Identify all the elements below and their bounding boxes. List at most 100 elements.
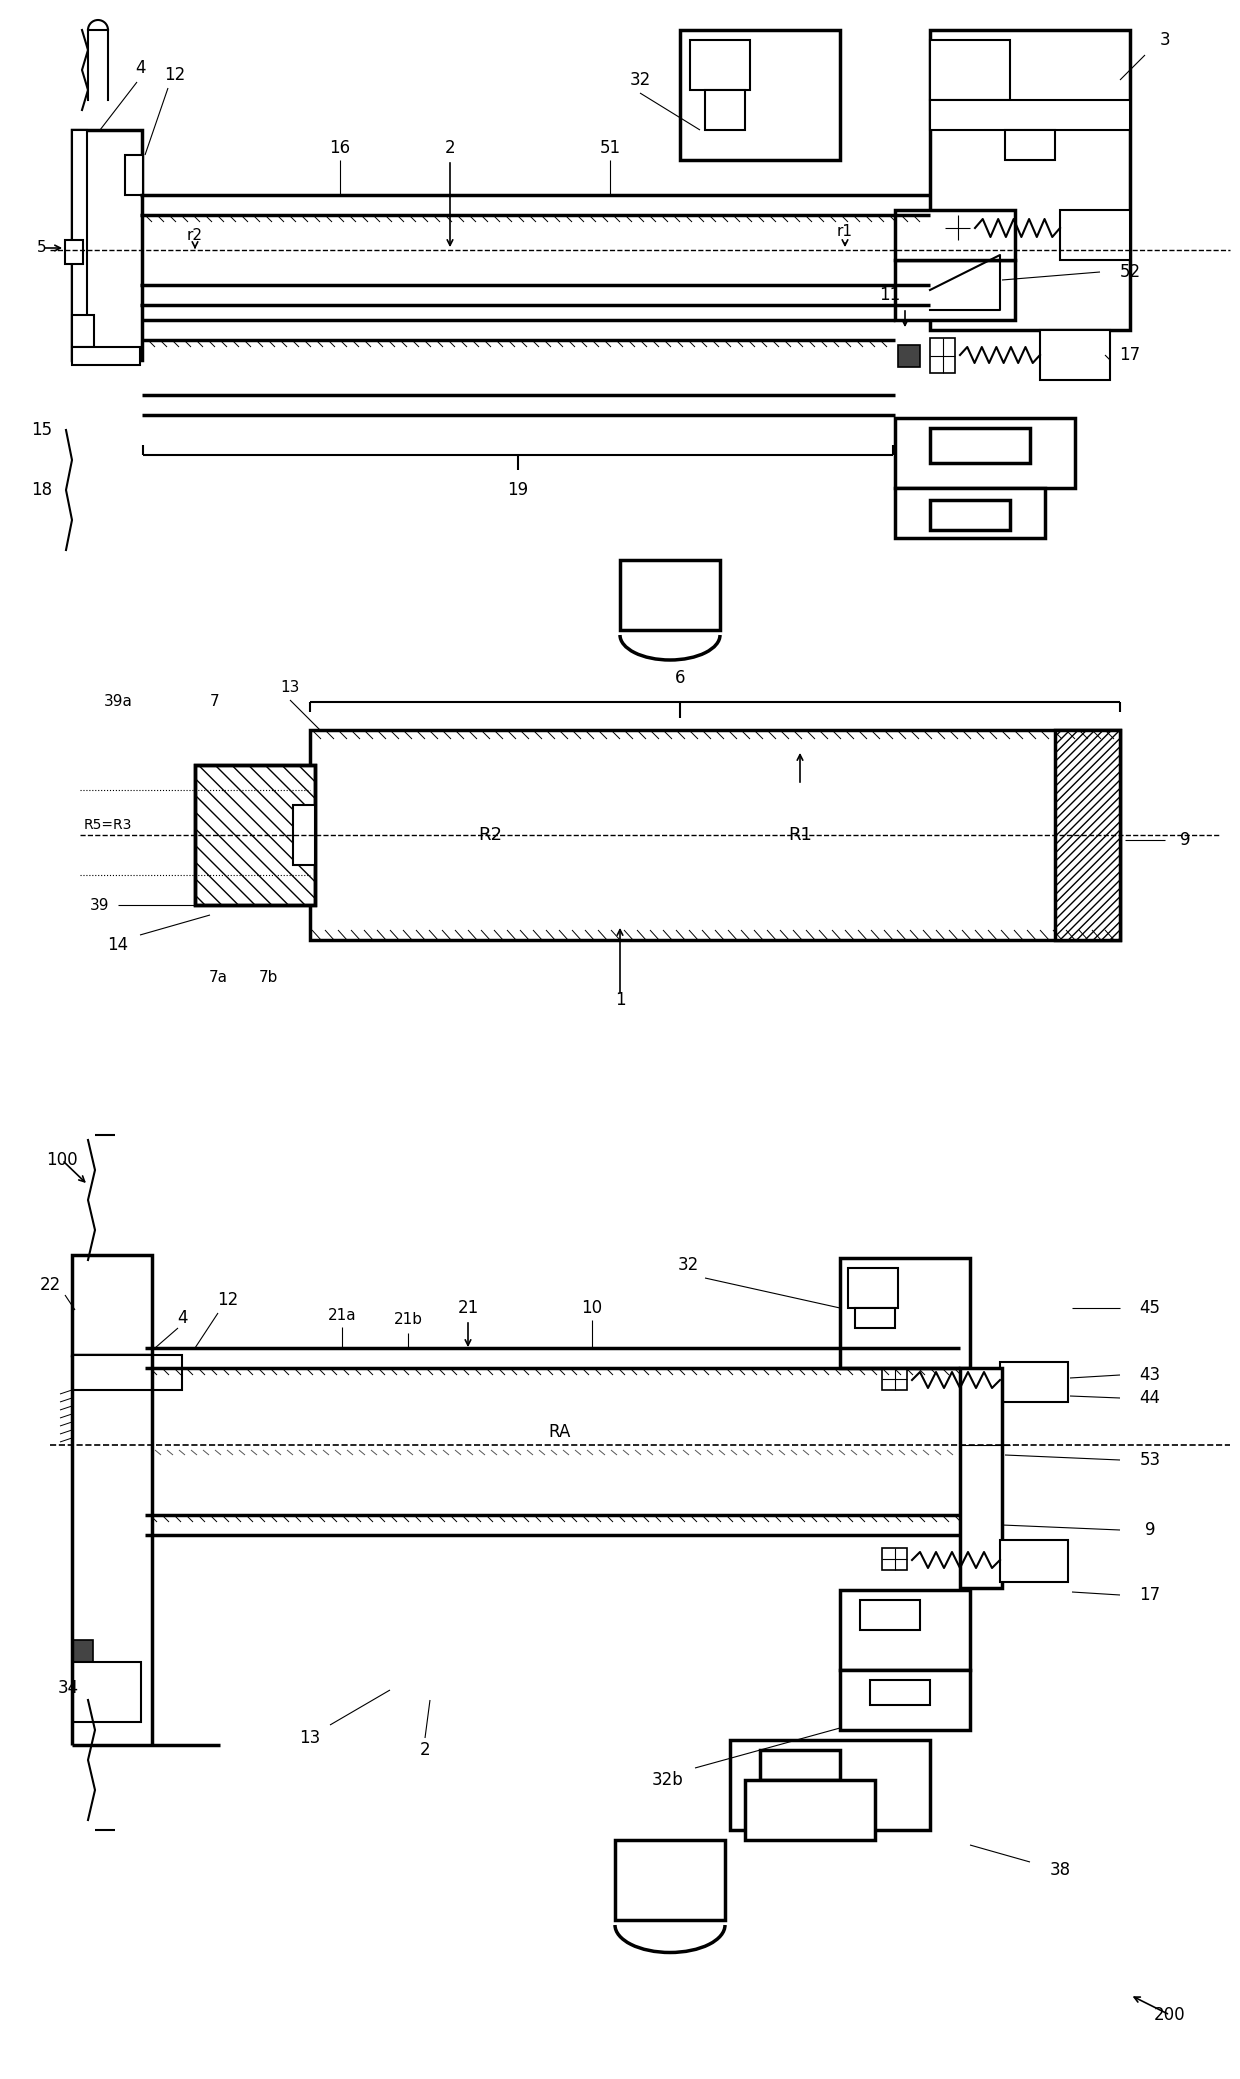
Text: 39: 39 [91,898,110,913]
Text: RA: RA [549,1422,572,1441]
Bar [945,214,970,239]
Text: 15: 15 [31,422,52,439]
Text: 12: 12 [165,67,186,83]
Text: 32: 32 [677,1256,698,1274]
Text: 3: 3 [1159,31,1171,50]
Text: 5: 5 [37,241,47,256]
Text: 53: 53 [1140,1451,1161,1470]
Text: 32b: 32b [652,1771,684,1790]
Bar [730,1740,930,1830]
Bar [861,1601,920,1630]
Bar [930,40,1011,100]
Text: 13: 13 [299,1730,321,1746]
Text: 16: 16 [330,139,351,158]
Bar [895,489,1045,538]
Text: 4: 4 [177,1310,187,1326]
Bar [839,1669,970,1730]
Bar [856,1308,895,1328]
Bar [745,1780,875,1840]
Text: 7b: 7b [258,971,278,985]
Bar [1004,131,1055,160]
Bar [999,1541,1068,1582]
Bar [960,1368,1002,1588]
Bar [706,89,745,131]
Bar [848,1268,898,1308]
Text: 21a: 21a [327,1308,356,1322]
Bar [195,765,315,904]
Text: 7: 7 [211,694,219,709]
Bar [195,765,315,904]
Bar [882,1549,906,1570]
Bar [64,239,83,264]
Bar [930,339,955,372]
Text: 10: 10 [582,1299,603,1316]
Bar [895,210,1016,260]
Text: R2: R2 [477,825,502,844]
Text: 14: 14 [108,936,129,954]
Text: 200: 200 [1154,2006,1185,2025]
Bar [72,316,94,347]
Bar [1060,210,1130,260]
Bar [72,1356,182,1391]
Text: 1: 1 [615,992,625,1008]
Bar [73,1640,93,1661]
Bar [999,1362,1068,1401]
Text: R5=R3: R5=R3 [84,817,133,832]
Text: 32: 32 [630,71,651,89]
Bar [310,730,1120,940]
Bar [72,1256,153,1356]
Bar [689,40,750,89]
Bar [930,428,1030,464]
Bar [615,1840,725,1921]
Text: 2: 2 [445,139,455,158]
Text: 7a: 7a [208,971,227,985]
Bar [930,501,1011,530]
Text: 21b: 21b [393,1312,423,1328]
Text: 51: 51 [599,139,620,158]
Text: 100: 100 [46,1152,78,1168]
Text: 39a: 39a [104,694,133,709]
Bar [760,1751,839,1780]
Text: 43: 43 [1140,1366,1161,1385]
Text: 11: 11 [879,287,900,304]
Bar [839,1590,970,1669]
Text: 13: 13 [280,680,300,696]
Text: 34: 34 [57,1680,78,1696]
Text: 9: 9 [1179,832,1190,848]
Bar [882,1368,906,1391]
Bar [620,559,720,630]
Bar [870,1680,930,1705]
Text: 12: 12 [217,1291,238,1310]
Text: 38: 38 [1049,1861,1070,1879]
Text: 18: 18 [31,480,52,499]
Bar [125,156,143,195]
Text: r2: r2 [187,229,203,243]
Text: 22: 22 [40,1277,61,1293]
Bar [72,347,140,366]
Bar [930,29,1130,331]
Text: r1: r1 [837,225,853,239]
Text: 6: 6 [675,669,686,686]
Text: 17: 17 [1140,1586,1161,1605]
Text: 21: 21 [458,1299,479,1316]
Polygon shape [930,256,999,310]
Text: R1: R1 [789,825,812,844]
Bar [73,1661,141,1721]
Text: 45: 45 [1140,1299,1161,1316]
Bar [680,29,839,160]
Bar [72,131,143,360]
Bar [895,418,1075,489]
Bar [898,345,920,368]
Text: 52: 52 [1120,264,1141,281]
Bar [839,1258,970,1368]
Text: 17: 17 [1120,345,1141,364]
Bar [1040,331,1110,380]
Text: 4: 4 [135,58,145,77]
Bar [895,260,1016,320]
Text: 44: 44 [1140,1389,1161,1407]
Text: 19: 19 [507,480,528,499]
Bar [293,805,315,865]
Bar [72,131,87,360]
Text: 9: 9 [1145,1522,1156,1538]
Bar [930,100,1130,131]
